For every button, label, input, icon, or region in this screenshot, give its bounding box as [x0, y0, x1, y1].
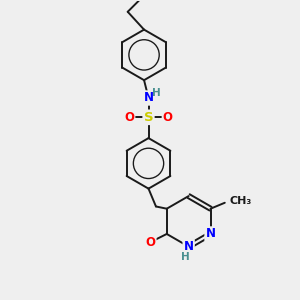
- Text: H: H: [152, 88, 161, 98]
- Text: O: O: [124, 111, 134, 124]
- Text: O: O: [163, 111, 173, 124]
- Text: H: H: [181, 252, 190, 262]
- Text: N: N: [184, 240, 194, 253]
- Text: N: N: [143, 92, 154, 104]
- Text: CH₃: CH₃: [230, 196, 252, 206]
- Text: O: O: [146, 236, 155, 249]
- Text: N: N: [206, 227, 215, 241]
- Text: S: S: [144, 111, 153, 124]
